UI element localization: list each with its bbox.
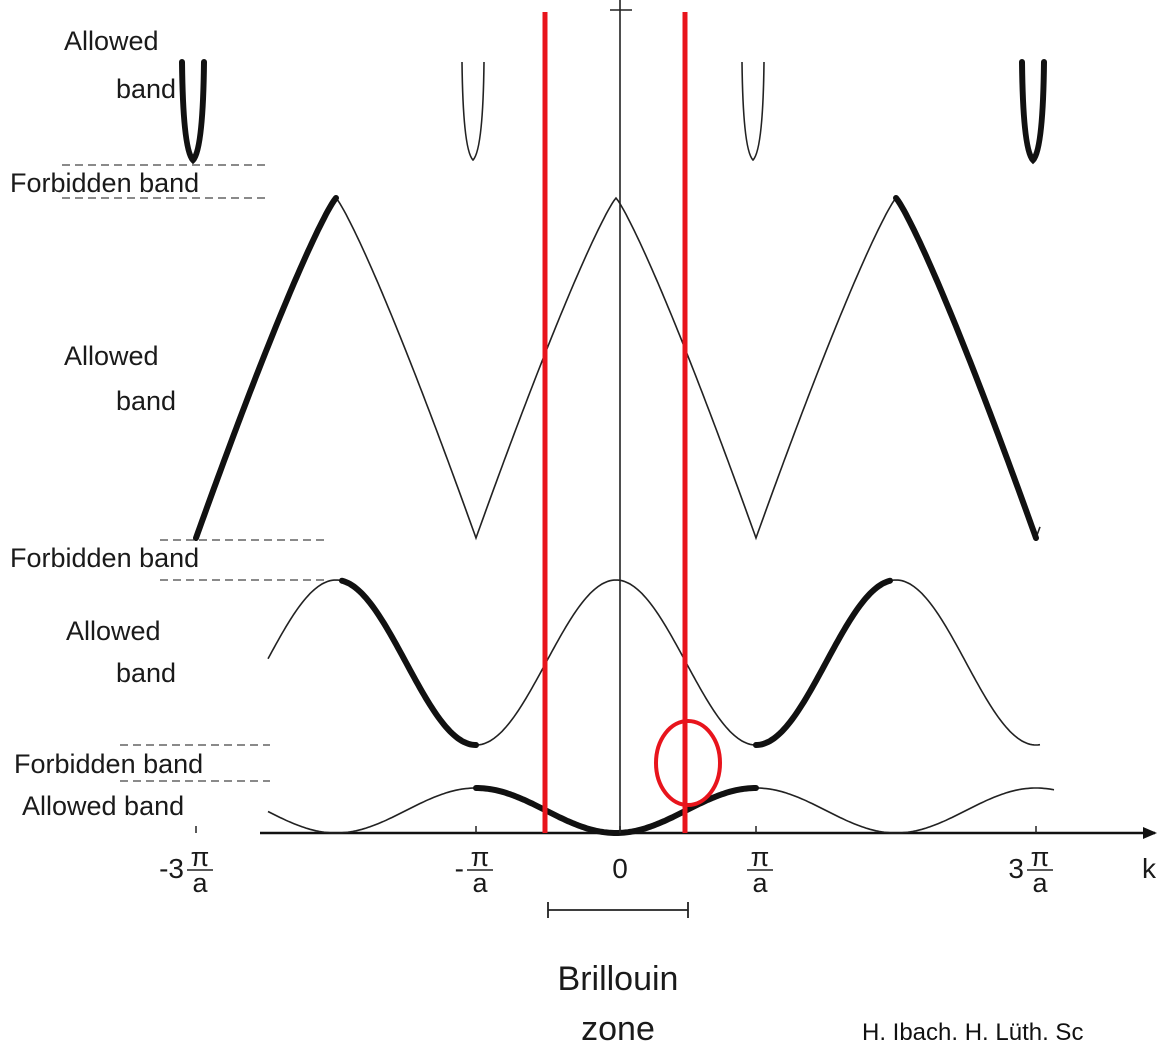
k-tick-denominator: a	[1032, 868, 1048, 898]
label-forbidden-band-3: Forbidden band	[14, 749, 203, 779]
highlight-band-3-left	[193, 195, 339, 541]
k-tick-numerator: π	[471, 842, 490, 872]
k-tick-denominator: a	[752, 868, 768, 898]
k-tick-label: πa	[747, 826, 773, 898]
band-4-segment	[179, 59, 207, 165]
k-tick-numerator: π	[191, 842, 210, 872]
band-4-segment	[741, 61, 765, 162]
k-tick-denominator: a	[192, 868, 208, 898]
highlight-band-1	[473, 785, 759, 836]
highlight-band-2-left	[339, 577, 479, 748]
k-tick-prefix: -3	[159, 853, 184, 884]
label-allowed-band-3-line1: Allowed	[66, 616, 161, 646]
citation-text: H. Ibach. H. Lüth. Sc	[862, 1019, 1083, 1046]
label-allowed-band-2-line2: band	[116, 386, 176, 416]
k-tick-label: 0	[612, 826, 628, 884]
gap-highlight-ellipse	[654, 719, 722, 807]
label-allowed-band-top-line1: Allowed	[64, 26, 159, 56]
k-tick-label: 3 πa	[1008, 826, 1053, 898]
highlighted-band-path	[179, 59, 1047, 836]
band-2-curve	[267, 579, 1041, 746]
k-tick-label: - πa	[455, 826, 493, 898]
label-allowed-band-2-line1: Allowed	[64, 341, 159, 371]
label-allowed-band-3-line2: band	[116, 658, 176, 688]
brillouin-zone-label-line1: Brillouin	[558, 960, 679, 998]
highlight-band-3-right	[893, 195, 1039, 541]
k-tick-label: -3 πa	[159, 826, 213, 898]
brillouin-zone-bracket	[547, 902, 689, 918]
brillouin-zone-label-line2: zone	[581, 1010, 655, 1048]
k-tick-prefix: -	[455, 853, 464, 884]
k-axis-label: k	[1142, 853, 1157, 884]
k-tick-numerator: π	[751, 842, 770, 872]
label-allowed-band-top-line2: band	[116, 74, 176, 104]
band-4-segment	[461, 61, 485, 162]
band-4-segment	[1019, 59, 1047, 165]
k-tick-denominator: a	[472, 868, 488, 898]
label-forbidden-band-1: Forbidden band	[10, 168, 199, 198]
k-tick-prefix: 3	[1008, 853, 1024, 884]
band-edge-dashes	[62, 164, 325, 782]
k-axis-ticks: -5πa-3πa-πa0πa3πa5πa	[159, 826, 1053, 898]
label-allowed-band-4: Allowed band	[22, 791, 184, 821]
highlight-band-2-right	[753, 577, 893, 748]
k-tick-zero: 0	[612, 853, 628, 884]
band-1-curve	[267, 787, 1055, 834]
k-tick-numerator: π	[1031, 842, 1050, 872]
label-forbidden-band-2: Forbidden band	[10, 543, 199, 573]
